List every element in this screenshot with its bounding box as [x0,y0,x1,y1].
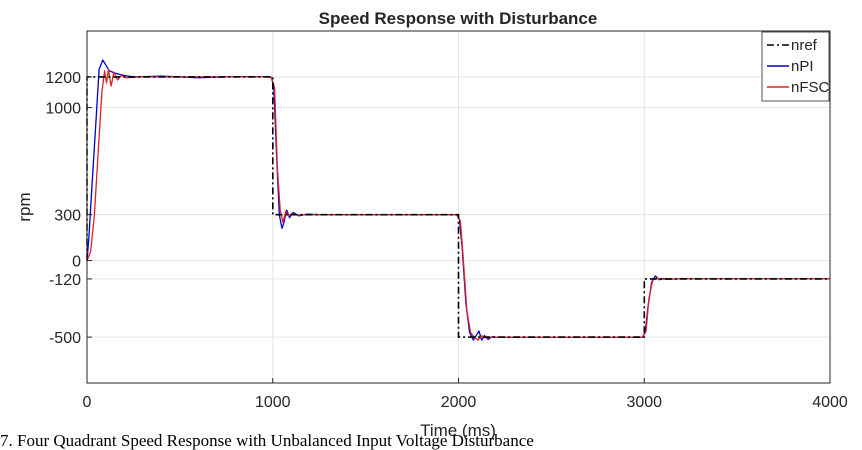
x-tick-label: 0 [83,394,92,411]
x-axis-ticks: 0 1000 2000 3000 4000 [83,378,848,411]
y-tick-label: -500 [49,330,81,347]
legend-label-nFSC: nFSC [791,79,830,96]
series-line-nref [86,76,830,338]
figure-caption: 7. Four Quadrant Speed Response with Unb… [0,431,534,450]
legend-label-nref: nref [791,37,818,54]
y-tick-label: -120 [49,272,81,289]
legend-label-nPI: nPI [791,58,814,75]
x-tick-label: 1000 [255,394,291,411]
y-tick-label: 0 [72,254,81,271]
y-tick-label: 1000 [45,101,81,118]
x-tick-label: 2000 [441,394,477,411]
legend: nref nPI nFSC [761,31,830,102]
y-tick-label: 1200 [45,70,81,87]
x-tick-label: 3000 [626,394,662,411]
data-lines [86,59,830,341]
y-axis-label: rpm [15,192,34,221]
y-tick-label: 300 [54,208,81,225]
y-axis-ticks: -500 -1200 300 1000 1200 [45,70,92,347]
chart-title: Speed Response with Disturbance [319,9,598,28]
x-axis-label: Time (ms) [420,421,496,440]
x-tick-label: 4000 [812,394,848,411]
